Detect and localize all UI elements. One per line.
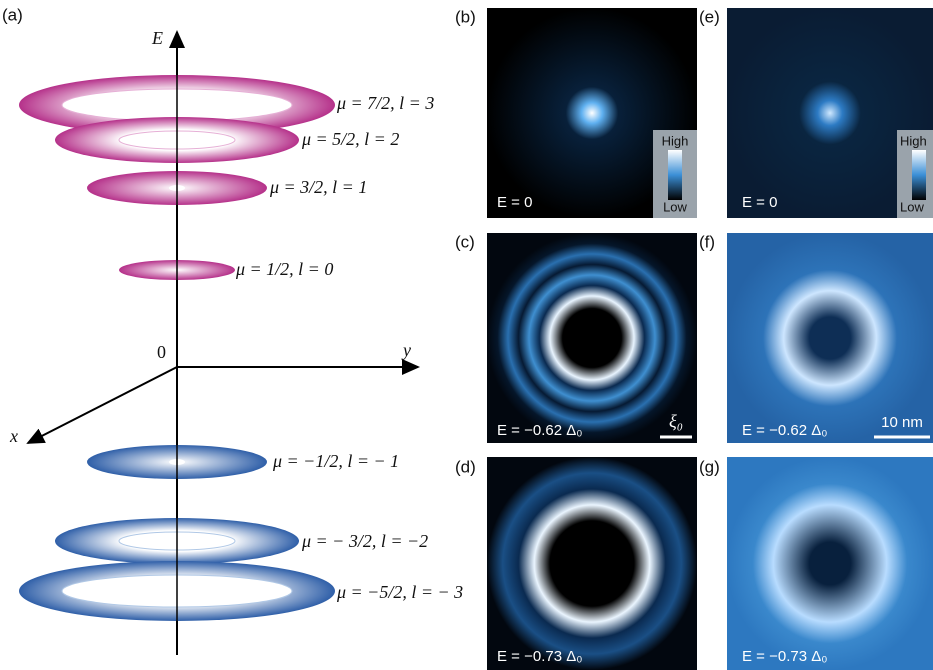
origin-label: 0 — [157, 342, 166, 362]
state-label: μ = −1/2, l = − 1 — [272, 451, 399, 471]
state-label: μ = 3/2, l = 1 — [269, 177, 367, 197]
colorbar-label: Low — [663, 199, 687, 214]
panel-label: (c) — [455, 232, 475, 251]
energy-label: E = 0 — [497, 194, 532, 211]
state-label: μ = 1/2, l = 0 — [235, 259, 333, 279]
colorbar — [668, 150, 682, 200]
colorbar-label: High — [662, 133, 689, 148]
panel-label: (d) — [455, 457, 476, 476]
scale-label: 10 nm — [881, 414, 923, 431]
energy-label: E = −0.73 Δ₀ — [497, 648, 582, 665]
image — [727, 457, 933, 670]
axis-label: y — [401, 340, 411, 360]
panel-label: (f) — [699, 232, 715, 251]
figure: (a) E y x 0 μ = 7/2, l = 3 μ = 5/2, l = … — [0, 0, 933, 670]
energy-label: E = −0.73 Δ₀ — [742, 648, 827, 665]
image — [487, 233, 697, 443]
panel-label: (b) — [455, 7, 476, 26]
state-label: μ = −5/2, l = − 3 — [336, 582, 463, 602]
energy-label: E = −0.62 Δ₀ — [497, 422, 582, 439]
colorbar — [912, 150, 926, 200]
axis-label: E — [151, 28, 163, 48]
image — [727, 233, 933, 443]
panel-label: (a) — [2, 5, 23, 24]
colorbar-label: Low — [900, 199, 924, 214]
colorbar-label: High — [900, 133, 927, 148]
x-axis — [28, 367, 177, 443]
image — [487, 457, 697, 670]
energy-label: E = −0.62 Δ₀ — [742, 422, 827, 439]
panel-label: (g) — [699, 457, 720, 476]
axis-label: x — [9, 426, 18, 446]
state-label: μ = 5/2, l = 2 — [301, 129, 399, 149]
state-label: μ = − 3/2, l = −2 — [301, 531, 428, 551]
energy-label: E = 0 — [742, 194, 777, 211]
panel-label: (e) — [699, 7, 720, 26]
scale-label: ξ₀ — [669, 411, 683, 431]
state-label: μ = 7/2, l = 3 — [336, 93, 434, 113]
